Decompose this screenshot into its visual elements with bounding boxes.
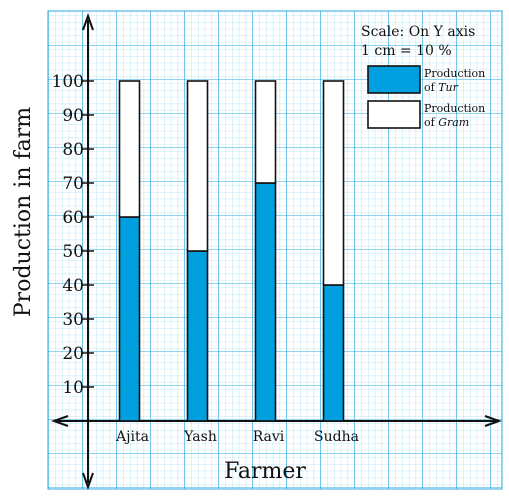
y-tick-label: 70 — [62, 174, 84, 194]
legend-text-line2: of Tur — [424, 81, 459, 94]
bar-segment-ajita-tur — [118, 216, 141, 422]
y-tick-label: 10 — [62, 378, 84, 398]
scale-note-line2: 1 cm = 10 % — [361, 43, 452, 59]
legend-text-line2: of Gram — [424, 116, 469, 129]
bar-segment-ravi-gram — [254, 80, 277, 184]
y-tick-label: 60 — [62, 208, 84, 228]
x-axis-arrow-right — [484, 415, 502, 427]
y-tick-label: 20 — [62, 344, 84, 364]
y-axis-arrow-up — [82, 13, 94, 31]
y-tick-label: 100 — [52, 72, 84, 92]
scale-note-line1: Scale: On Y axis — [361, 24, 475, 40]
x-tick-label: Sudha — [314, 429, 359, 445]
x-tick-labels: Ajita Yash Ravi Sudha — [115, 429, 359, 445]
x-tick-label: Yash — [183, 429, 217, 445]
legend-swatch-tur — [367, 65, 421, 94]
bar-segment-yash-gram — [186, 80, 209, 252]
bar-segment-ravi-tur — [254, 182, 277, 422]
x-tick-label: Ajita — [115, 429, 149, 445]
y-axis-label: Production in farm — [11, 107, 36, 317]
bar-segment-sudha-tur — [322, 284, 345, 422]
bar-segment-yash-tur — [186, 250, 209, 422]
x-axis-arrow-left — [51, 415, 69, 427]
y-tick-label: 50 — [62, 242, 84, 262]
x-axis-label: Farmer — [224, 459, 306, 484]
y-tick-label: 80 — [62, 140, 84, 160]
y-tick-label: 90 — [62, 106, 84, 126]
bar-segment-sudha-gram — [322, 80, 345, 286]
x-tick-label: Ravi — [253, 429, 285, 445]
bar-segment-ajita-gram — [118, 80, 141, 218]
bars-group — [118, 80, 345, 422]
legend-text-line1: Production — [424, 67, 485, 80]
y-tick-labels: 10 20 30 40 50 60 70 80 90 100 — [52, 72, 94, 398]
y-axis-arrow-down — [82, 472, 94, 490]
y-tick-label: 40 — [62, 276, 84, 296]
y-tick-label: 30 — [62, 310, 84, 330]
legend-text-line1: Production — [424, 102, 485, 115]
legend-swatch-gram — [367, 100, 421, 129]
legend: Scale: On Y axis 1 cm = 10 % Productiono… — [361, 24, 485, 129]
